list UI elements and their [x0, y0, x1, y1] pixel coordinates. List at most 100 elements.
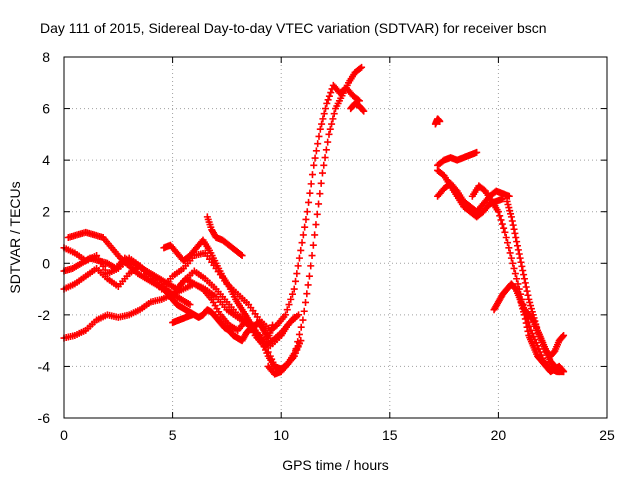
data-point-marker: [523, 323, 531, 331]
y-tick-label: -6: [38, 410, 51, 426]
data-point-marker: [299, 316, 307, 324]
series-track-l: [347, 99, 368, 115]
data-point-marker: [307, 262, 315, 270]
data-point-marker: [321, 154, 329, 162]
data-point-marker: [314, 140, 322, 148]
data-point-marker: [295, 254, 303, 262]
data-point-marker: [520, 271, 528, 279]
x-tick-label: 5: [169, 427, 177, 443]
series-track-h: [169, 311, 196, 327]
data-point-marker: [505, 192, 513, 200]
data-point-marker: [318, 120, 326, 128]
data-point-marker: [560, 331, 568, 339]
data-point-marker: [320, 110, 328, 118]
data-point-marker: [508, 217, 516, 225]
x-tick-label: 0: [60, 427, 68, 443]
data-point-marker: [510, 225, 518, 233]
data-point-marker: [518, 262, 526, 270]
data-point-marker: [514, 246, 522, 254]
data-point-marker: [323, 99, 331, 107]
data-point-marker: [512, 234, 520, 241]
data-point-marker: [511, 270, 519, 278]
data-point-marker: [499, 195, 507, 203]
data-point-marker: [325, 92, 333, 100]
data-point-marker: [507, 254, 515, 262]
data-point-marker: [502, 234, 510, 241]
series-track-k: [264, 337, 305, 378]
data-point-marker: [308, 171, 316, 179]
data-point-marker: [316, 190, 324, 198]
data-point-marker: [283, 306, 291, 314]
data-point-marker: [292, 277, 300, 285]
data-point-marker: [297, 323, 305, 331]
data-point-marker: [316, 125, 324, 133]
data-point-marker: [513, 275, 521, 283]
data-point-marker: [312, 147, 320, 155]
data-point-marker: [496, 212, 504, 220]
x-axis-label: GPS time / hours: [282, 457, 389, 473]
data-point-marker: [509, 259, 517, 267]
data-point-marker: [293, 270, 301, 278]
data-point-marker: [188, 311, 196, 319]
data-point-marker: [497, 216, 505, 224]
data-point-marker: [306, 189, 314, 197]
series-track-t: [516, 295, 568, 376]
data-point-marker: [269, 321, 277, 329]
data-point-marker: [294, 262, 302, 270]
data-point-marker: [237, 251, 245, 259]
data-point-marker: [494, 208, 502, 216]
data-point-marker: [559, 367, 567, 375]
data-point-marker: [309, 241, 317, 249]
data-point-marker: [315, 132, 323, 140]
data-point-marker: [520, 275, 528, 283]
data-point-marker: [317, 179, 325, 187]
series-track-i: [160, 236, 305, 373]
data-point-marker: [307, 180, 315, 188]
series-track-e: [64, 228, 107, 241]
data-point-marker: [559, 333, 567, 341]
data-point-marker: [300, 307, 308, 315]
data-point-marker: [510, 264, 518, 272]
data-point-marker: [322, 105, 330, 113]
data-point-marker: [356, 64, 364, 72]
data-point-marker: [299, 231, 307, 239]
data-point-marker: [523, 287, 531, 295]
data-point-marker: [517, 258, 525, 266]
data-point-marker: [311, 231, 319, 239]
data-point-marker: [522, 283, 530, 291]
y-tick-label: 6: [42, 101, 50, 117]
x-tick-label: 20: [491, 427, 507, 443]
data-point-marker: [311, 154, 319, 162]
data-point-marker: [504, 239, 512, 247]
data-point-marker: [322, 146, 330, 154]
y-tick-label: 2: [42, 204, 50, 220]
data-point-marker: [320, 161, 328, 169]
data-point-marker: [303, 290, 311, 298]
data-point-marker: [298, 239, 306, 247]
x-tick-labels: 0 5 10 15 20 25: [60, 427, 615, 443]
plot-frame: [63, 56, 608, 419]
data-point-marker: [521, 315, 529, 323]
y-tick-labels: -6 -4 -2 0 2 4 6 8: [38, 49, 51, 426]
data-point-marker: [290, 285, 298, 293]
y-tick-label: 0: [42, 255, 50, 271]
data-point-marker: [511, 229, 519, 237]
data-point-marker: [288, 290, 296, 298]
axis-ticks: [63, 56, 608, 419]
data-point-marker: [520, 311, 528, 319]
grid-lines: [64, 57, 607, 418]
data-point-marker: [498, 220, 506, 228]
y-tick-label: -2: [38, 307, 51, 323]
data-point-marker: [505, 244, 513, 252]
data-point-marker: [560, 368, 568, 376]
data-point-marker: [295, 330, 303, 338]
data-point-marker: [515, 250, 523, 258]
data-point-marker: [516, 254, 524, 262]
data-point-marker: [324, 96, 332, 104]
series-track-c: [60, 254, 303, 350]
data-point-marker: [522, 319, 530, 327]
data-point-marker: [436, 117, 444, 125]
data-point-marker: [305, 272, 313, 280]
data-markers: [60, 63, 568, 378]
